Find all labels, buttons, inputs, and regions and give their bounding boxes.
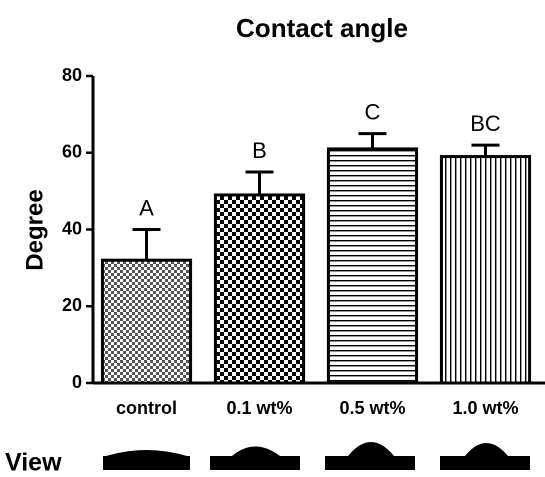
- bar: [439, 155, 532, 385]
- y-tick-label: 80: [62, 65, 82, 85]
- droplet-images: [103, 442, 530, 470]
- bar: [100, 258, 193, 385]
- bar: [213, 193, 306, 385]
- y-tick-label: 40: [62, 218, 82, 238]
- x-tick-label: 1.0 wt%: [452, 398, 518, 418]
- annotation: C: [365, 99, 381, 124]
- droplet: [325, 442, 415, 470]
- annotation: B: [252, 138, 267, 163]
- x-tick-label: 0.5 wt%: [339, 398, 405, 418]
- annotation: BC: [470, 111, 501, 136]
- bar: [326, 147, 419, 385]
- y-tick-label: 60: [62, 142, 82, 162]
- y-tick-label: 0: [72, 372, 82, 392]
- row-label: View: [5, 449, 62, 477]
- x-tick-label: control: [116, 398, 177, 418]
- droplet: [440, 443, 530, 470]
- droplet: [210, 446, 300, 470]
- y-axis-label: Degree: [21, 189, 48, 270]
- chart-title: Contact angle: [236, 13, 408, 43]
- y-tick-label: 20: [62, 295, 82, 315]
- droplet: [103, 450, 190, 470]
- annotation: A: [139, 195, 154, 220]
- x-tick-label: 0.1 wt%: [226, 398, 292, 418]
